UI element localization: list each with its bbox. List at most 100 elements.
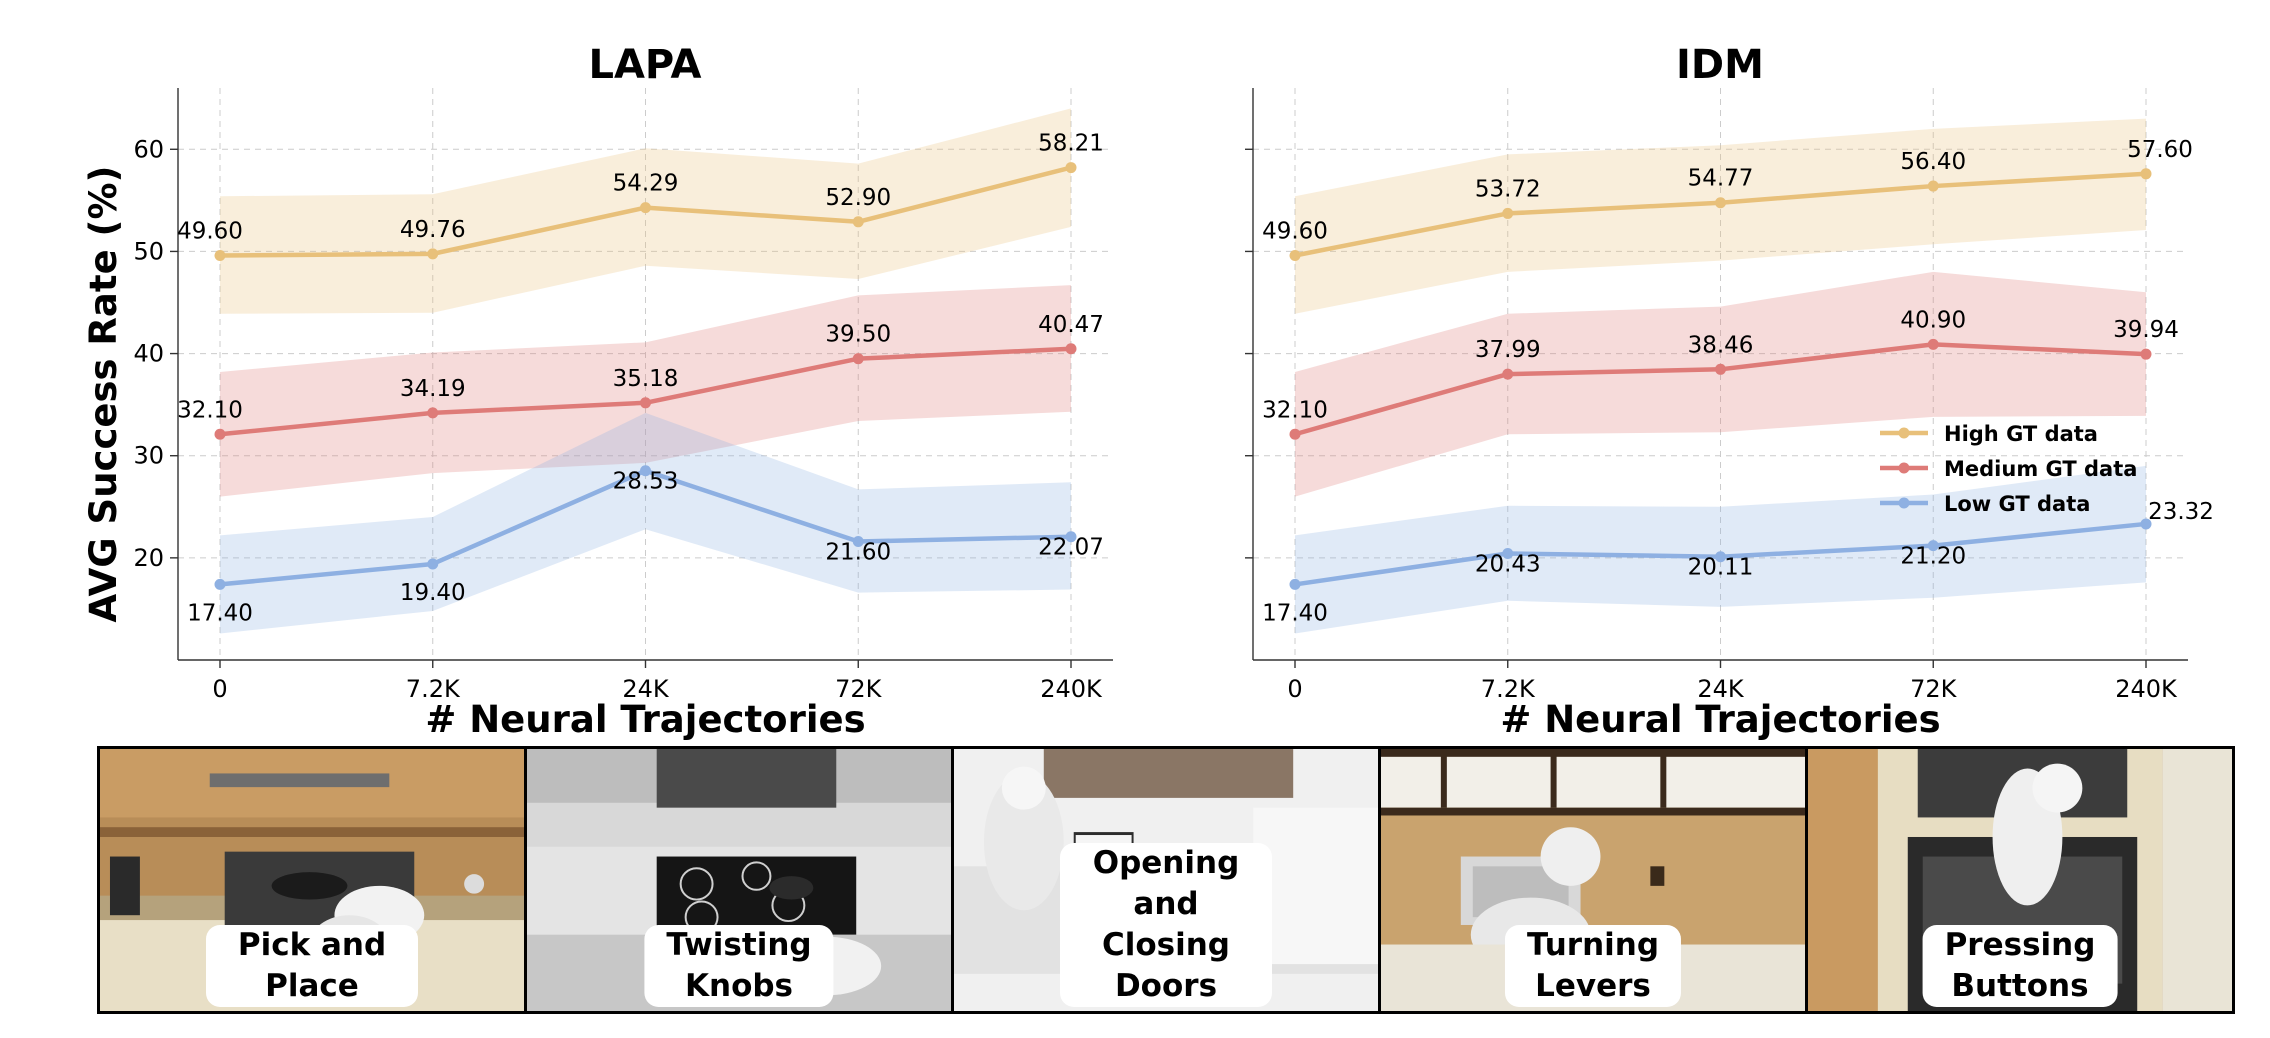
x-tick-label: 0 (1287, 675, 1302, 703)
data-point (640, 397, 651, 409)
data-point (1502, 207, 1514, 219)
x-axis-label: # Neural Trajectories (1500, 698, 1940, 741)
data-point (1289, 250, 1301, 262)
data-label: 57.60 (2127, 137, 2193, 163)
data-point (2140, 168, 2152, 180)
data-point (1927, 540, 1939, 552)
data-label: 28.53 (613, 469, 679, 495)
y-tick-label: 50 (133, 237, 164, 265)
data-point (2140, 348, 2152, 360)
data-point (1715, 197, 1726, 209)
y-tick-label: 60 (133, 135, 164, 163)
data-label: 54.77 (1688, 166, 1754, 192)
data-label: 40.47 (1038, 312, 1104, 338)
x-tick-label: 7.2K (1481, 675, 1536, 703)
data-point (852, 216, 864, 228)
data-point (852, 353, 864, 365)
data-label: 52.90 (825, 185, 891, 211)
task-label: Pressing Buttons (1922, 925, 2118, 1007)
data-label: 32.10 (177, 397, 243, 423)
data-point (427, 558, 439, 570)
data-point (427, 407, 439, 419)
data-point (1715, 363, 1726, 375)
confidence-band-medium-gt-data (220, 285, 1071, 497)
legend-marker (1898, 427, 1910, 439)
x-tick-label: 72K (835, 675, 883, 703)
task-label: Pick and Place (206, 925, 418, 1007)
task-label: Twisting Knobs (644, 925, 834, 1007)
chart-title: LAPA (588, 42, 701, 88)
data-point (1065, 343, 1077, 355)
data-point (1927, 180, 1939, 192)
confidence-band-medium-gt-data (1295, 271, 2146, 497)
data-label: 54.29 (613, 171, 679, 197)
data-point (214, 428, 226, 440)
x-tick-label: 7.2K (406, 675, 461, 703)
legend-label: Medium GT data (1944, 457, 2137, 481)
kitchen-sink-scene-image (1381, 749, 1805, 1011)
y-axis-label: AVG Success Rate (%) (82, 166, 125, 623)
y-tick-label: 40 (133, 340, 164, 368)
data-label: 40.90 (1900, 307, 1966, 333)
data-label: 49.60 (1262, 219, 1328, 245)
data-point (214, 250, 226, 262)
data-label: 32.10 (1262, 397, 1328, 423)
data-label: 17.40 (187, 600, 253, 626)
task-panel-turning-levers: Turning Levers (1381, 749, 1808, 1011)
task-label: Turning Levers (1504, 925, 1682, 1007)
x-tick-label: 24K (1697, 675, 1745, 703)
task-panel-opening-and-closing-doors: Opening and Closing Doors (954, 749, 1381, 1011)
data-point (1065, 531, 1077, 543)
data-label: 49.76 (400, 217, 466, 243)
data-label: 34.19 (400, 376, 466, 402)
x-tick-label: 240K (2115, 675, 2178, 703)
data-label: 35.18 (613, 366, 679, 392)
y-tick-label: 30 (133, 442, 164, 470)
data-label: 21.60 (825, 540, 891, 566)
data-point (1927, 338, 1939, 350)
lapa-chart: 20 30 40 50 60 0 7.2K 24K 72K 240K LAPA # Neural Tr… (82, 42, 1113, 741)
data-point (852, 536, 864, 548)
data-label: 23.32 (2148, 499, 2214, 525)
data-label: 39.94 (2113, 317, 2179, 343)
data-point (1715, 551, 1726, 563)
data-point (1289, 428, 1301, 440)
data-label: 21.20 (1900, 544, 1966, 570)
idm-chart: 0 7.2K 24K 72K 240K IDM # Neural Trajectories 4… (1245, 42, 2214, 741)
data-label: 17.40 (1262, 600, 1328, 626)
data-label: 39.50 (825, 322, 891, 348)
data-point (427, 248, 439, 260)
task-panel-pick-and-place: Pick and Place (100, 749, 527, 1011)
data-point (1502, 368, 1514, 380)
task-panel-twisting-knobs: Twisting Knobs (527, 749, 954, 1011)
data-label: 56.40 (1900, 149, 1966, 175)
legend-marker (1898, 497, 1910, 509)
confidence-band-high-gt-data (1295, 118, 2146, 314)
chart-title: IDM (1676, 42, 1764, 88)
data-point (214, 578, 226, 590)
data-label: 37.99 (1475, 337, 1541, 363)
y-tick-label: 20 (133, 544, 164, 572)
x-tick-label: 72K (1910, 675, 1958, 703)
data-point (1065, 162, 1077, 174)
data-label: 19.40 (400, 580, 466, 606)
data-label: 22.07 (1038, 535, 1104, 561)
data-label: 38.46 (1688, 332, 1754, 358)
task-panel-pressing-buttons: Pressing Buttons (1808, 749, 2232, 1011)
data-label: 49.60 (177, 219, 243, 245)
task-label: Opening and Closing Doors (1060, 843, 1272, 1007)
confidence-band-low-gt-data (1295, 465, 2146, 634)
data-label: 58.21 (1038, 131, 1104, 157)
legend-marker (1898, 462, 1910, 474)
data-label: 20.11 (1688, 555, 1754, 581)
data-point (1289, 578, 1301, 590)
confidence-band-low-gt-data (220, 412, 1071, 634)
data-label: 53.72 (1475, 176, 1541, 202)
data-point (640, 465, 651, 477)
x-tick-label: 24K (622, 675, 670, 703)
legend-label: Low GT data (1944, 492, 2090, 516)
data-point (1502, 547, 1514, 559)
data-point (2140, 518, 2152, 530)
data-point (640, 202, 651, 214)
